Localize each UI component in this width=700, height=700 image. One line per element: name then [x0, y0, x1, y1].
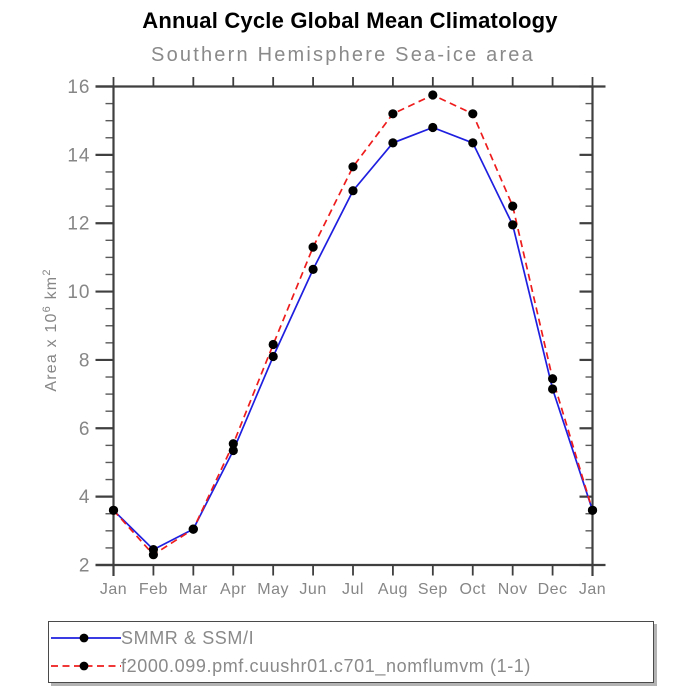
svg-text:Area x 106 km2: Area x 106 km2 [41, 268, 60, 391]
chart-subtitle: Southern Hemisphere Sea-ice area [151, 44, 535, 66]
svg-text:Jul: Jul [342, 581, 364, 598]
legend-line-swatch-solid [51, 629, 121, 647]
svg-text:Jun: Jun [299, 581, 326, 598]
svg-text:Oct: Oct [460, 581, 486, 598]
legend-label-smmr: SMMR & SSM/I [121, 627, 255, 648]
svg-text:Aug: Aug [378, 581, 408, 598]
svg-text:Feb: Feb [139, 581, 168, 598]
svg-text:Dec: Dec [538, 581, 568, 598]
legend-label-model: f2000.099.pmf.cuushr01.c701_nomflumvm (1… [121, 655, 531, 676]
svg-text:6: 6 [79, 419, 91, 440]
legend-line-swatch-dashed [51, 657, 121, 675]
svg-text:10: 10 [67, 282, 90, 303]
svg-text:14: 14 [67, 145, 90, 166]
svg-text:Mar: Mar [179, 581, 208, 598]
svg-text:2: 2 [79, 556, 91, 577]
svg-text:Nov: Nov [498, 581, 528, 598]
svg-text:Apr: Apr [220, 581, 247, 598]
svg-text:8: 8 [79, 350, 91, 371]
legend: SMMR & SSM/I f2000.099.pmf.cuushr01.c701… [48, 621, 654, 683]
chart-title: Annual Cycle Global Mean Climatology [142, 8, 558, 33]
svg-text:12: 12 [67, 214, 90, 235]
svg-text:Sep: Sep [418, 581, 448, 598]
svg-text:May: May [257, 581, 289, 598]
legend-item-smmr: SMMR & SSM/I [51, 624, 653, 652]
svg-text:16: 16 [67, 77, 90, 98]
svg-text:4: 4 [79, 487, 91, 508]
legend-item-model: f2000.099.pmf.cuushr01.c701_nomflumvm (1… [51, 652, 653, 680]
svg-text:Jan: Jan [100, 581, 127, 598]
svg-text:Jan: Jan [579, 581, 606, 598]
